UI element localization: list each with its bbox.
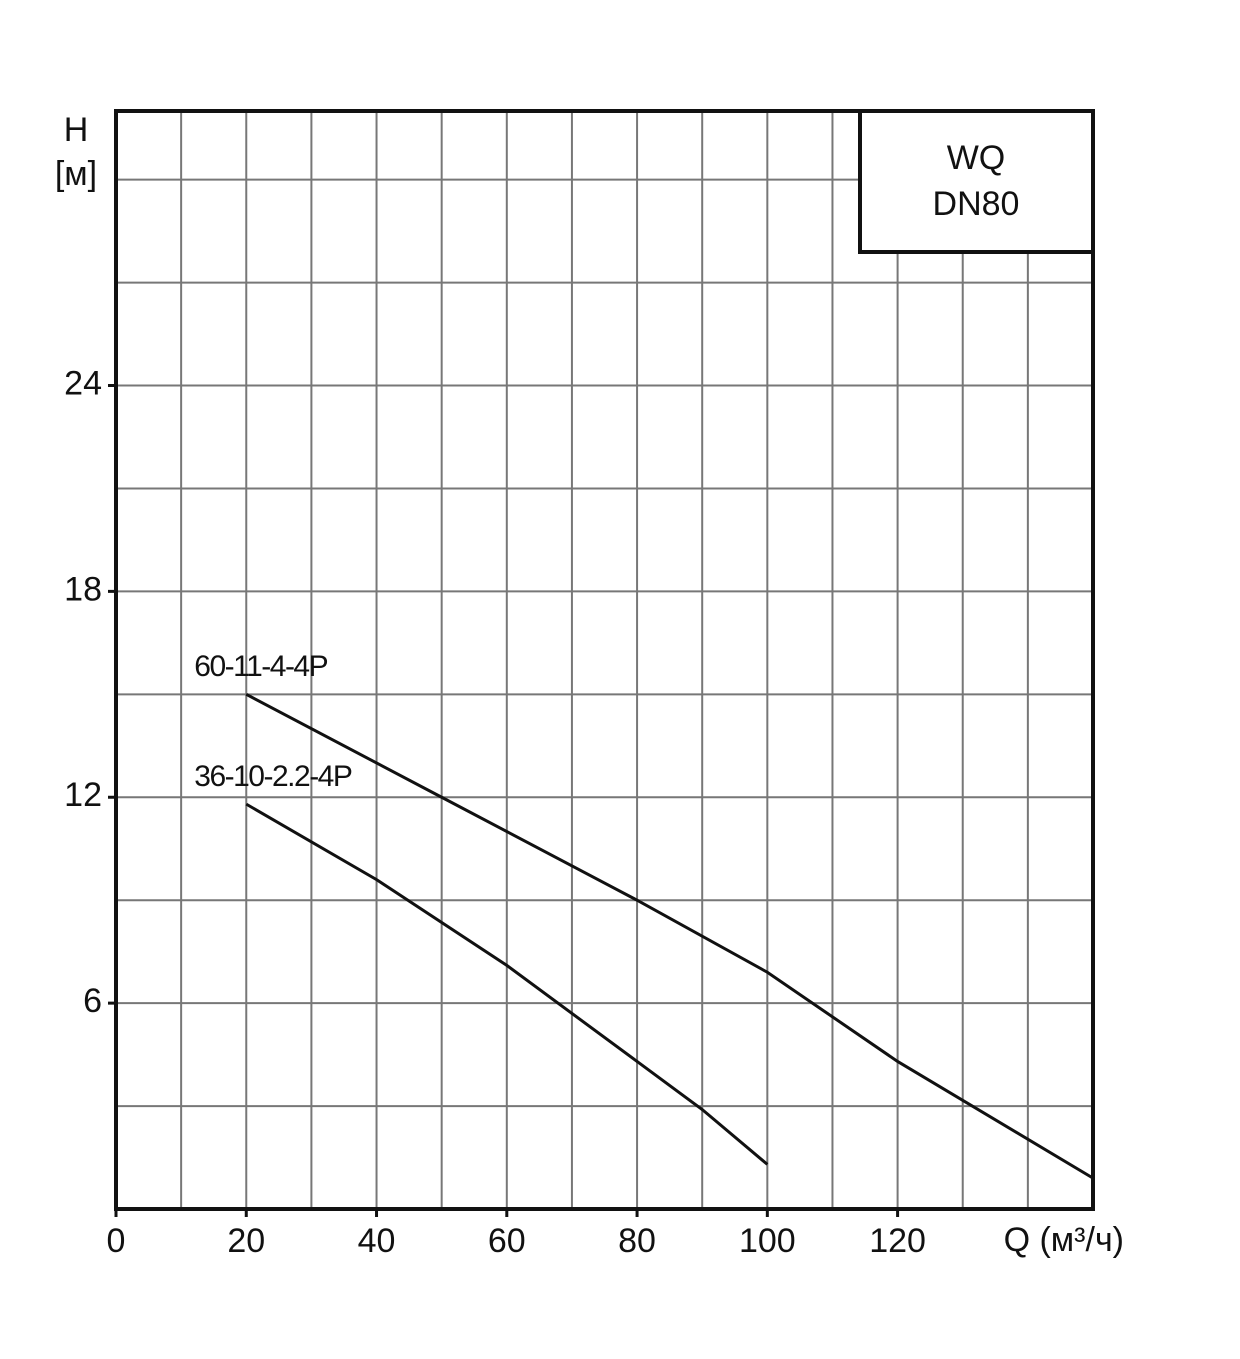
curve: [245, 802, 769, 1166]
y-axis-label: H: [64, 111, 89, 149]
y-axis-label: [м]: [55, 155, 97, 193]
x-axis-label: Q (м³/ч): [1004, 1221, 1124, 1259]
y-tick-label: 12: [64, 776, 102, 814]
curve-label: 36-10-2.2-4P: [194, 760, 352, 793]
x-tick-label: 0: [107, 1222, 126, 1260]
x-tick-label: 120: [869, 1222, 926, 1260]
y-tick-label: 18: [64, 570, 102, 608]
x-tick-label: 80: [618, 1222, 656, 1260]
x-tick-label: 20: [227, 1222, 265, 1260]
chart-title: WQ: [947, 139, 1006, 177]
y-tick-label: 6: [83, 982, 102, 1020]
x-tick-label: 60: [488, 1222, 526, 1260]
curve-label: 60-11-4-4P: [194, 650, 327, 683]
x-tick-label: 100: [739, 1222, 796, 1260]
y-tick-label: 24: [64, 364, 102, 402]
plot-frame: [114, 109, 1095, 1211]
title-box: [858, 109, 1095, 254]
curve: [245, 692, 1094, 1180]
x-tick-label: 40: [358, 1222, 396, 1260]
chart-title: DN80: [933, 185, 1020, 223]
